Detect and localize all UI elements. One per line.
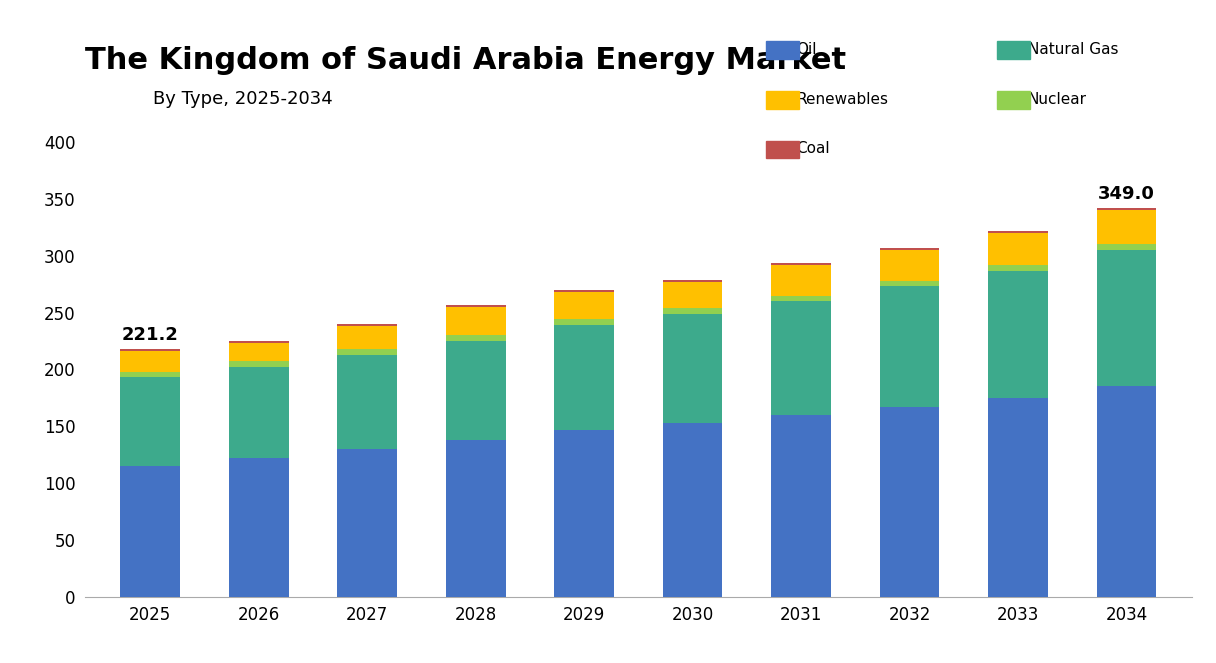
- Bar: [989, 398, 1048, 597]
- Bar: [337, 326, 396, 349]
- Bar: [337, 349, 396, 355]
- Bar: [554, 430, 614, 597]
- Bar: [446, 440, 506, 597]
- Bar: [229, 367, 288, 458]
- Bar: [1097, 250, 1156, 387]
- Bar: [337, 449, 396, 597]
- Bar: [771, 263, 831, 265]
- Bar: [554, 292, 614, 320]
- Bar: [554, 290, 614, 292]
- Bar: [771, 265, 831, 296]
- Bar: [446, 304, 506, 307]
- Bar: [1097, 210, 1156, 245]
- Bar: [120, 377, 180, 466]
- Bar: [663, 282, 722, 308]
- Bar: [989, 271, 1048, 398]
- Bar: [229, 458, 288, 597]
- Bar: [120, 466, 180, 597]
- Text: 221.2: 221.2: [122, 326, 179, 344]
- Bar: [337, 324, 396, 326]
- Bar: [771, 296, 831, 301]
- Bar: [446, 341, 506, 440]
- Bar: [120, 372, 180, 377]
- Bar: [1097, 245, 1156, 250]
- Bar: [663, 280, 722, 282]
- Bar: [120, 351, 180, 372]
- Bar: [989, 231, 1048, 233]
- Bar: [1097, 208, 1156, 210]
- Text: Nuclear: Nuclear: [1028, 91, 1087, 107]
- Text: The Kingdom of Saudi Arabia Energy Market: The Kingdom of Saudi Arabia Energy Marke…: [85, 46, 846, 76]
- Text: Coal: Coal: [796, 141, 831, 156]
- Bar: [989, 233, 1048, 265]
- Bar: [554, 320, 614, 325]
- Bar: [771, 301, 831, 415]
- Text: Oil: Oil: [796, 42, 817, 57]
- Bar: [446, 307, 506, 335]
- Bar: [663, 423, 722, 597]
- Bar: [229, 341, 288, 343]
- Bar: [880, 250, 940, 280]
- Bar: [446, 335, 506, 341]
- Bar: [1097, 387, 1156, 597]
- Bar: [771, 415, 831, 597]
- Bar: [880, 286, 940, 407]
- Bar: [880, 407, 940, 597]
- Bar: [663, 314, 722, 423]
- Text: Natural Gas: Natural Gas: [1028, 42, 1118, 57]
- Bar: [880, 280, 940, 286]
- Text: 349.0: 349.0: [1098, 186, 1155, 204]
- Bar: [337, 355, 396, 449]
- Text: By Type, 2025-2034: By Type, 2025-2034: [153, 90, 333, 107]
- Bar: [120, 349, 180, 351]
- Bar: [880, 248, 940, 250]
- Bar: [989, 265, 1048, 271]
- Bar: [229, 343, 288, 361]
- Bar: [554, 325, 614, 430]
- Bar: [663, 308, 722, 314]
- Bar: [229, 361, 288, 367]
- Text: Renewables: Renewables: [796, 91, 889, 107]
